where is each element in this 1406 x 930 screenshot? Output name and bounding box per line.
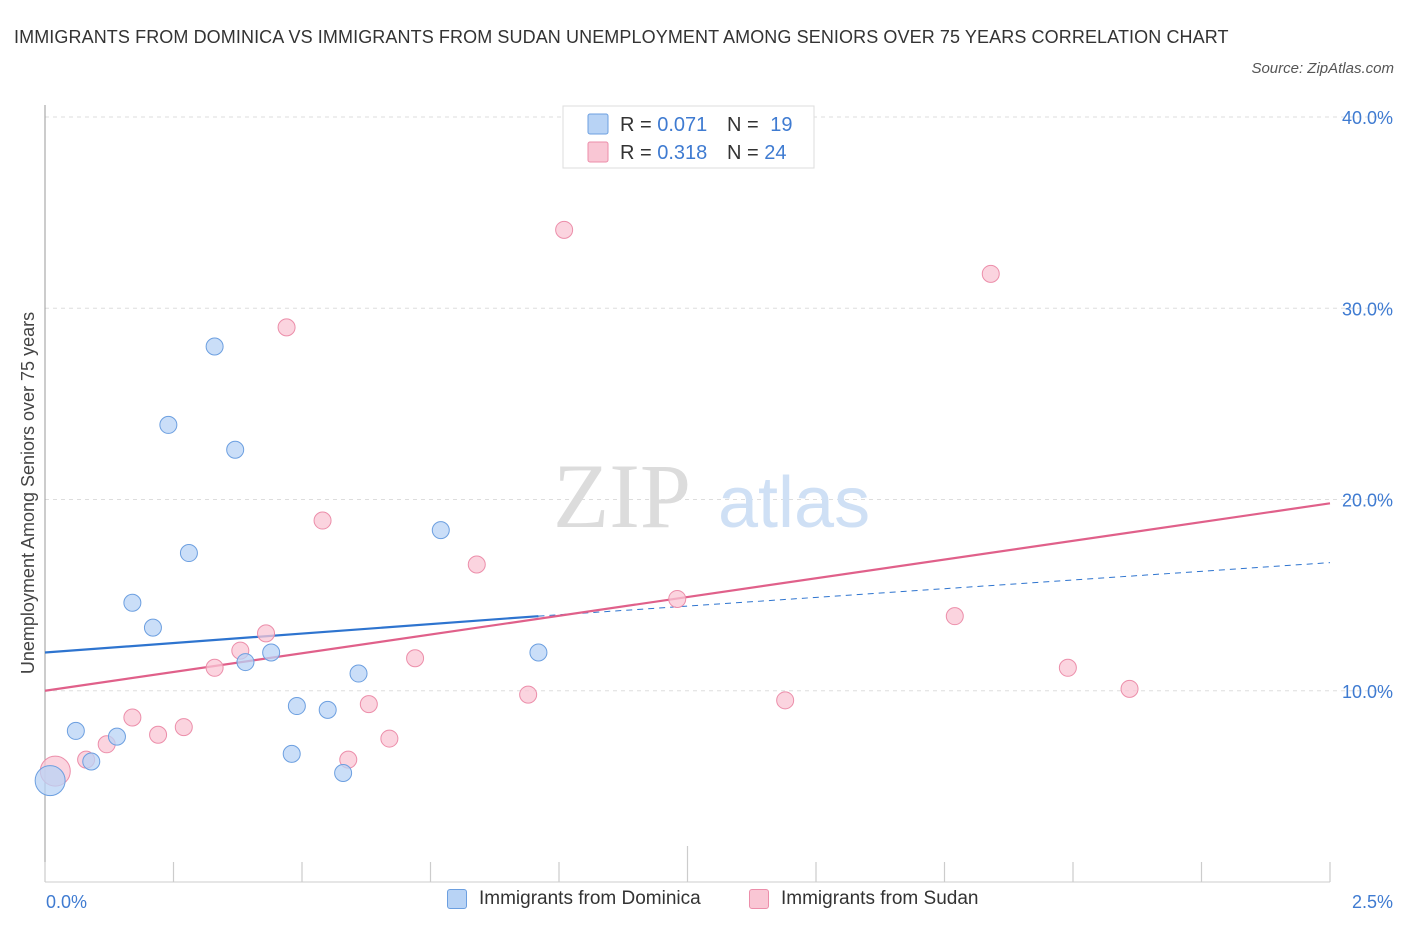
legend-r-value: 0.318 [657, 142, 707, 164]
point-sudan[interactable] [1058, 658, 1077, 677]
point-sudan[interactable] [1120, 679, 1139, 698]
point-dominica[interactable] [123, 593, 142, 612]
y-axis-title: Unemployment Among Seniors over 75 years [18, 312, 38, 674]
point-dominica[interactable] [34, 765, 66, 797]
legend-item-sudan[interactable]: Immigrants from Sudan [749, 888, 978, 910]
point-dominica[interactable] [159, 415, 178, 434]
legend-r-value: 0.071 [657, 114, 707, 136]
legend-n-value: 19 [770, 114, 792, 136]
point-sudan[interactable] [313, 511, 332, 530]
point-sudan[interactable] [174, 718, 193, 737]
point-sudan[interactable] [555, 220, 574, 239]
point-sudan[interactable] [205, 658, 224, 677]
point-sudan[interactable] [519, 685, 538, 704]
point-dominica[interactable] [431, 521, 450, 540]
point-sudan[interactable] [668, 589, 687, 608]
y-tick-label: 20.0% [1342, 491, 1393, 511]
point-dominica[interactable] [82, 752, 101, 771]
gridlines [45, 116, 1390, 692]
chart-title: IMMIGRANTS FROM DOMINICA VS IMMIGRANTS F… [14, 27, 1229, 47]
y-tick-label: 40.0% [1342, 108, 1393, 128]
data-points [34, 220, 1139, 797]
point-dominica[interactable] [349, 664, 368, 683]
svg-text:N = 24: N = 24 [727, 142, 787, 164]
point-dominica[interactable] [287, 697, 306, 716]
point-sudan[interactable] [945, 607, 964, 626]
legend-n-label: N = [727, 114, 764, 136]
legend-r-label: R = [620, 114, 657, 136]
point-sudan[interactable] [277, 318, 296, 337]
series-legend: Immigrants from Dominica Immigrants from… [0, 888, 1406, 918]
point-dominica[interactable] [262, 643, 281, 662]
legend-swatch-dominica [447, 889, 467, 909]
point-sudan[interactable] [380, 729, 399, 748]
y-tick-labels: 10.0% 20.0% 30.0% 40.0% [1342, 108, 1393, 702]
point-sudan[interactable] [149, 725, 168, 744]
point-dominica[interactable] [282, 744, 301, 763]
x-tick-label-min: 0.0% [46, 892, 87, 912]
y-tick-label: 30.0% [1342, 299, 1393, 319]
trend-line-dominica-extension [538, 562, 1331, 617]
point-sudan[interactable] [981, 264, 1000, 283]
legend-label-sudan: Immigrants from Sudan [781, 888, 979, 909]
point-sudan[interactable] [257, 624, 276, 643]
svg-text:R = 0.318: R = 0.318 [620, 142, 707, 164]
svg-text:N = 19: N = 19 [727, 114, 793, 136]
stats-legend: R = 0.071 N = 19 R = 0.318 N = 24 [562, 105, 815, 169]
legend-n-value: 24 [764, 142, 786, 164]
point-dominica[interactable] [143, 618, 162, 637]
legend-label-dominica: Immigrants from Dominica [479, 888, 701, 909]
point-dominica[interactable] [107, 727, 126, 746]
point-dominica[interactable] [529, 643, 548, 662]
x-tick-label-max: 2.5% [1352, 892, 1393, 912]
point-dominica[interactable] [179, 544, 198, 563]
point-dominica[interactable] [205, 337, 224, 356]
point-sudan[interactable] [359, 695, 378, 714]
point-sudan[interactable] [467, 555, 486, 574]
point-sudan[interactable] [406, 649, 425, 668]
point-dominica[interactable] [66, 721, 85, 740]
trend-line-dominica [44, 615, 539, 654]
legend-swatch-sudan [749, 889, 769, 909]
trend-lines [44, 502, 1331, 692]
legend-n-label: N = [727, 142, 764, 164]
point-dominica[interactable] [334, 763, 353, 782]
y-tick-label: 10.0% [1342, 682, 1393, 702]
source-label: Source: ZipAtlas.com [1251, 60, 1394, 77]
watermark-zip: ZIP [553, 445, 691, 547]
legend-swatch-dominica [587, 113, 609, 135]
x-tick-marks [44, 846, 1331, 882]
watermark-atlas: atlas [718, 463, 870, 543]
svg-text:R = 0.071: R = 0.071 [620, 114, 707, 136]
watermark: ZIP atlas [553, 445, 870, 547]
point-sudan[interactable] [776, 691, 795, 710]
point-dominica[interactable] [226, 440, 245, 459]
legend-item-dominica[interactable]: Immigrants from Dominica [447, 888, 701, 910]
legend-r-label: R = [620, 142, 657, 164]
legend-swatch-sudan [587, 141, 609, 163]
point-dominica[interactable] [236, 653, 255, 672]
trend-line-sudan [44, 502, 1331, 692]
point-dominica[interactable] [318, 700, 337, 719]
point-sudan[interactable] [123, 708, 142, 727]
